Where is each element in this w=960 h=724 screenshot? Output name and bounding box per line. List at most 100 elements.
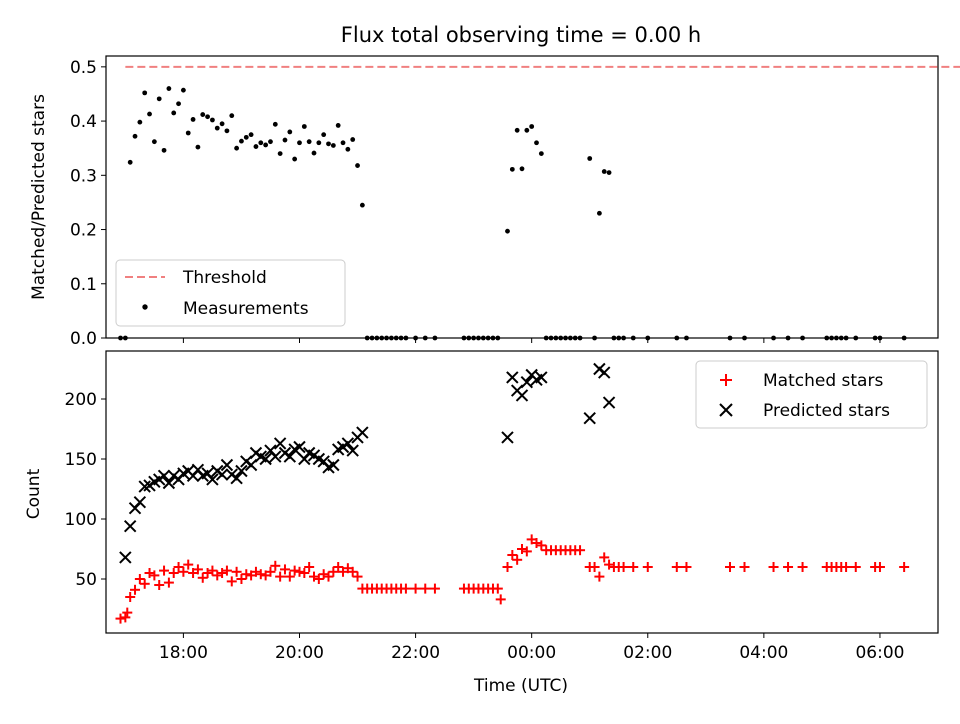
measurement-point: [785, 335, 791, 341]
predicted-star-point: [293, 440, 306, 454]
measurement-point: [326, 141, 331, 147]
measurement-point: [630, 335, 636, 341]
matched-star-point: [323, 571, 334, 582]
predicted-star-point: [356, 426, 369, 439]
predicted-star-point: [501, 431, 514, 444]
measurement-point: [534, 140, 539, 146]
matched-star-point: [507, 550, 518, 560]
measurement-point: [567, 335, 573, 341]
x-tick-label: 22:00: [391, 643, 440, 663]
measurement-point: [219, 121, 225, 127]
measurement-point: [529, 124, 535, 129]
measurement-point: [872, 335, 878, 341]
measurement-point: [403, 335, 409, 341]
measurement-point: [843, 335, 849, 341]
measurement-point: [171, 110, 177, 116]
measurement-point: [432, 335, 438, 341]
predicted-star-stroke: [602, 396, 616, 409]
matched-star-point: [512, 554, 523, 565]
ratio-y-axis-label: Matched/Predicted stars: [29, 94, 49, 300]
x-tick-label: 20:00: [275, 643, 324, 663]
matched-star-point: [134, 574, 145, 584]
matched-star-point: [783, 562, 794, 572]
measurement-point: [297, 140, 302, 146]
measurement-point: [118, 335, 123, 341]
predicted-star-stroke: [283, 450, 297, 463]
measurement-point: [268, 139, 273, 145]
matched-star-point: [521, 546, 532, 557]
x-tick-label: 04:00: [739, 643, 788, 663]
measurement-point: [596, 210, 602, 216]
measurement-point: [176, 101, 181, 107]
matched-star-point: [333, 562, 344, 572]
measurement-point: [229, 113, 235, 119]
measurement-point: [727, 335, 733, 341]
y-tick-label: 0.1: [70, 275, 97, 295]
x-tick-label: 00:00: [507, 643, 556, 663]
measurement-point: [243, 134, 249, 140]
predicted-star-point: [119, 551, 132, 564]
measurement-point: [350, 137, 356, 142]
y-tick-label: 0.3: [70, 166, 97, 186]
matched-star-point: [739, 562, 750, 572]
measurement-point: [398, 335, 404, 341]
predicted-star-stroke: [535, 371, 548, 384]
matched-star-point: [347, 566, 358, 577]
matched-star-point: [604, 559, 615, 570]
measurement-point: [519, 166, 525, 172]
measurement-point: [800, 335, 805, 341]
measurement-point: [166, 86, 172, 91]
measurements-legend-marker: [142, 304, 148, 310]
measurement-point: [374, 335, 380, 341]
matched-star-point: [279, 564, 290, 575]
measurement-point: [543, 335, 549, 341]
matched-star-point: [628, 562, 639, 572]
measurement-point: [272, 121, 278, 127]
measurement-point: [592, 335, 597, 341]
matched-star-point: [207, 565, 218, 576]
predicted-star-stroke: [119, 551, 132, 564]
predicted-star-stroke: [356, 426, 369, 439]
measurement-point: [577, 335, 583, 341]
measurement-point: [461, 335, 467, 341]
measurement-point: [364, 335, 370, 341]
measurement-point: [142, 90, 148, 96]
measurement-point: [509, 166, 515, 172]
matched-star-point: [139, 578, 150, 589]
matched-star-point: [309, 571, 319, 582]
matched-star-point: [400, 583, 411, 594]
predicted-star-stroke: [206, 473, 219, 486]
matched-star-point: [841, 562, 852, 572]
matched-star-point: [115, 613, 126, 624]
predicted-star-stroke: [583, 411, 596, 425]
count-legend: Matched stars Predicted stars: [695, 360, 928, 429]
measurement-point: [335, 123, 341, 128]
measurement-point: [151, 139, 157, 145]
count-panel: 50 100 150 200 18:00 20:00 22:00 00:00 02:00 04:…: [24, 350, 939, 696]
predicted-star-stroke: [598, 366, 611, 379]
matched-star-point: [850, 562, 861, 572]
ratio-panel-frame: [105, 55, 939, 339]
matched-star-point: [502, 562, 513, 572]
ratio-y-ticks: 0.0 0.1 0.2 0.3 0.4 0.5: [70, 58, 106, 349]
measurement-point: [180, 87, 186, 93]
matched-star-point: [221, 565, 232, 576]
measurement-point: [263, 142, 269, 148]
predicted-star-point: [157, 469, 171, 483]
predicted-star-stroke: [162, 476, 176, 490]
count-panel-frame: [105, 350, 939, 634]
predicted-star-point: [506, 371, 519, 384]
predicted-star-stroke: [235, 464, 248, 478]
matched-star-point: [120, 612, 131, 623]
measurement-point: [311, 150, 317, 156]
matched-star-point: [130, 584, 141, 595]
ratio-legend-box: [115, 259, 346, 327]
matched-star-point: [797, 562, 808, 572]
predicted-star-point: [535, 371, 548, 384]
measurement-point: [563, 335, 568, 341]
count-legend-box: [695, 360, 928, 429]
threshold-legend-label: Threshold: [182, 268, 267, 288]
matched-star-point: [178, 566, 189, 577]
matched-star-point: [899, 562, 910, 572]
